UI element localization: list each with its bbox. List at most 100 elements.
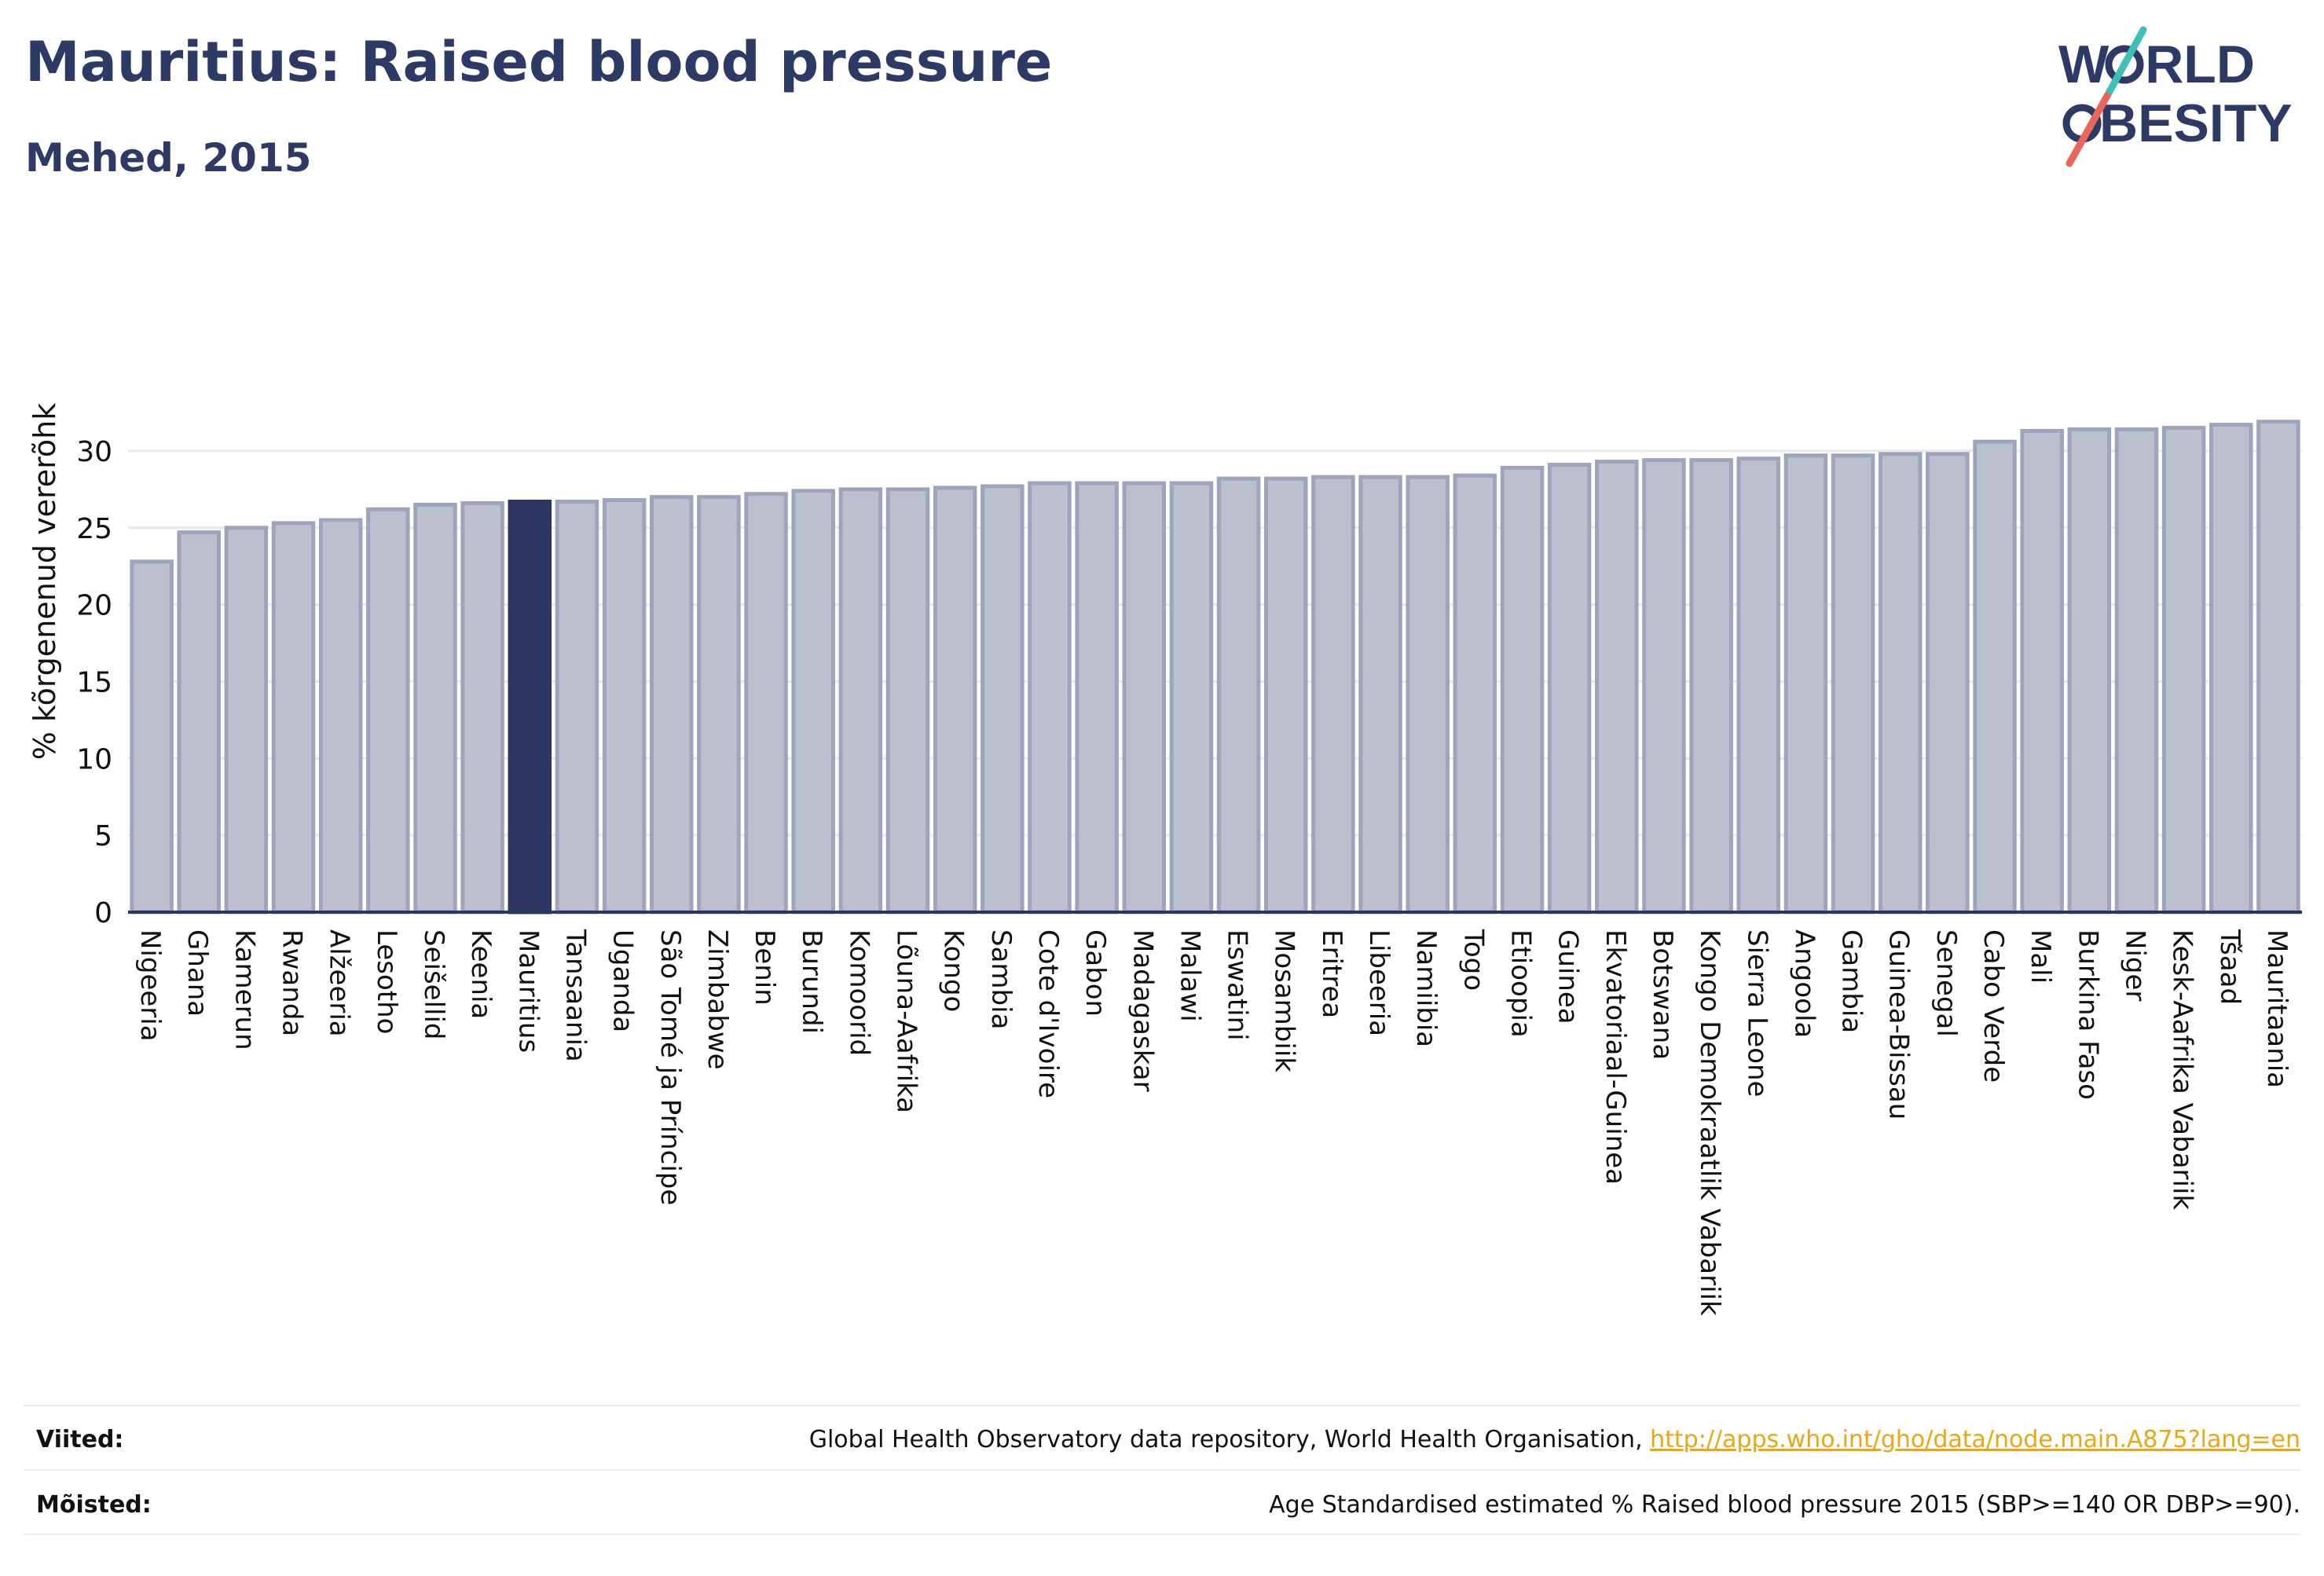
x-tick-label: Seišellid <box>418 929 449 1040</box>
bar <box>177 530 221 914</box>
x-tick-label: Etioopia <box>1505 929 1536 1038</box>
x-tick-label: Guinea-Bissau <box>1883 929 1915 1120</box>
x-tick-label: Cabo Verde <box>1978 929 2009 1083</box>
bar <box>130 559 174 914</box>
y-tick-label: 10 <box>76 743 112 775</box>
bars <box>130 420 2300 914</box>
x-tick-label: Uganda <box>607 929 639 1032</box>
bar <box>1783 453 1828 914</box>
bar <box>2161 426 2206 914</box>
x-tick-label: Benin <box>749 929 780 1006</box>
bar <box>602 498 647 914</box>
bar <box>649 495 694 914</box>
x-tick-label: Rwanda <box>277 929 308 1036</box>
x-tick-label: Namiibia <box>1410 929 1442 1047</box>
x-tick-label: Nigeeria <box>134 929 166 1042</box>
y-tick-label: 15 <box>76 666 112 698</box>
y-tick-labels: 0 5 10 15 20 25 30 <box>76 436 112 929</box>
y-tick-label: 0 <box>94 897 112 929</box>
definitions-text: Age Standardised estimated % Raised bloo… <box>1269 1491 2300 1519</box>
bar <box>366 507 410 914</box>
logo-teal-slash <box>2103 26 2147 100</box>
x-tick-label: Komoorid <box>843 929 874 1056</box>
x-tick-label: Libeeria <box>1363 929 1395 1036</box>
x-tick-label: Niger <box>2119 929 2150 1001</box>
bar <box>1216 476 1261 914</box>
bar <box>1075 481 1119 914</box>
bar <box>1831 453 1875 914</box>
y-tick-label: 25 <box>76 513 112 545</box>
bar <box>981 484 1025 914</box>
bar <box>791 489 835 914</box>
bar <box>1736 456 1781 914</box>
bar <box>413 502 457 914</box>
bar <box>1500 465 1545 914</box>
x-tick-label: Eswatini <box>1222 929 1253 1041</box>
x-tick-label: Botswana <box>1647 929 1678 1060</box>
x-tick-label: Senegal <box>1930 929 1962 1037</box>
bar <box>318 518 363 914</box>
bar-chart: 0 5 10 15 20 25 30 Nigeeria Ghana Kamerun Rwanda A… <box>27 403 2302 1316</box>
x-tick-label: Angoola <box>1788 929 1820 1038</box>
sources-text: Global Health Observatory data repositor… <box>808 1426 2300 1453</box>
x-tick-label: Eritrea <box>1316 929 1347 1018</box>
y-axis-label: % kõrgenenud vererõhk <box>27 403 62 761</box>
definitions-label: Mõisted: <box>36 1491 152 1519</box>
x-tick-label: Sierra Leone <box>1741 929 1772 1097</box>
bar <box>224 526 269 914</box>
x-tick-label: Ekvatoriaal-Guinea <box>1600 929 1631 1185</box>
bar <box>933 486 977 914</box>
bar <box>1311 475 1355 914</box>
logo-word-obesity: BESITY <box>2099 93 2293 153</box>
x-tick-label: Madagaskar <box>1127 929 1158 1092</box>
x-tick-label: Keenia <box>465 929 497 1019</box>
logo-word-world: W RLD <box>2058 35 2255 94</box>
x-tick-label: Tansaania <box>559 929 591 1062</box>
x-tick-label: Mosambiik <box>1269 929 1300 1072</box>
bar <box>1878 452 1923 914</box>
bar <box>2114 427 2159 914</box>
bar <box>1169 481 1214 914</box>
bar <box>1926 452 1970 914</box>
x-tick-label: Cote d'Ivoire <box>1032 929 1064 1098</box>
bar <box>1973 439 2017 914</box>
bar <box>885 487 930 914</box>
x-tick-label: Sambia <box>985 929 1017 1029</box>
bar <box>1406 475 1450 914</box>
bar <box>1547 463 1592 914</box>
y-tick-label: 30 <box>76 436 112 468</box>
logo-o-ring <box>2105 45 2144 84</box>
x-tick-labels: Nigeeria Ghana Kamerun Rwanda Alžeeria Lesoth… <box>134 929 2293 1316</box>
x-tick-label: Alžeeria <box>324 929 355 1037</box>
x-tick-label: Gabon <box>1080 929 1111 1017</box>
x-tick-label: Burundi <box>796 929 827 1034</box>
x-tick-label: Kongo <box>938 929 970 1012</box>
logo-coral-slash <box>2066 92 2111 167</box>
x-tick-label: Lõuna-Aafrika <box>891 929 922 1113</box>
world-obesity-logo[interactable]: W RLD BESITY <box>2043 24 2310 173</box>
x-tick-label: Gambia <box>1836 929 1868 1033</box>
y-tick-label: 20 <box>76 590 112 622</box>
bar <box>508 500 552 914</box>
x-tick-label: Mauritius <box>512 929 544 1053</box>
bar <box>838 487 883 914</box>
bar <box>2067 427 2112 914</box>
sources-link[interactable]: http://apps.who.int/gho/data/node.main.A… <box>1650 1426 2300 1453</box>
y-tick-label: 5 <box>94 820 112 852</box>
bar <box>460 500 504 914</box>
bar <box>1595 460 1639 914</box>
bar <box>2020 428 2064 914</box>
bar <box>744 492 788 914</box>
x-tick-label: Tšaad <box>2214 929 2245 1005</box>
bar <box>697 495 741 914</box>
bar <box>1028 481 1072 914</box>
bar <box>1689 458 1733 914</box>
x-tick-label: Ghana <box>181 929 213 1017</box>
x-tick-label: Togo <box>1457 929 1489 991</box>
notes-separator <box>24 1534 2300 1535</box>
bar <box>1642 458 1686 914</box>
x-tick-label: São Tomé ja Príncipe <box>654 929 686 1205</box>
bar <box>271 521 316 914</box>
x-tick-label: Zimbabwe <box>702 929 733 1070</box>
notes-separator <box>24 1405 2300 1406</box>
